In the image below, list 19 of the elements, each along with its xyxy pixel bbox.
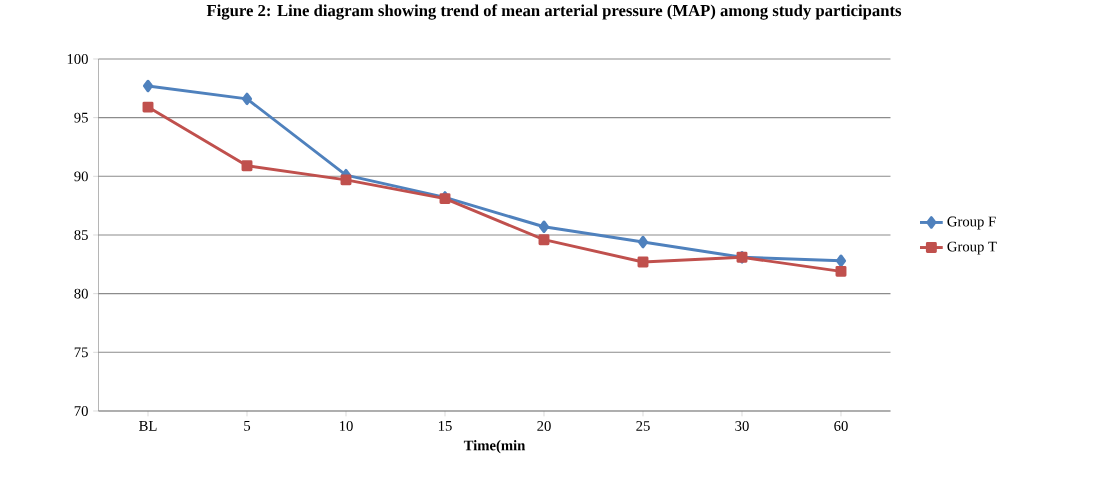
x-tick-label: 60: [834, 421, 848, 431]
x-tick-label: 20: [537, 421, 551, 431]
x-axis-title: Time(min: [463, 440, 526, 454]
legend-label: Group T: [947, 241, 997, 255]
y-tick-label: 90: [74, 171, 88, 182]
y-tick-label: 85: [74, 230, 88, 240]
y-tick-label: 75: [74, 347, 88, 358]
x-tick-label: 30: [735, 421, 749, 431]
x-tick-label: 15: [438, 421, 452, 431]
y-tick-label: 70: [74, 406, 88, 416]
legend-label: Group F: [947, 216, 996, 230]
y-tick-label: 80: [74, 288, 88, 299]
chart-title: Figure 2: Line diagram showing trend of mean arterial pressure (MAP) among study participants: [206, 4, 902, 20]
x-tick-label: 10: [339, 421, 353, 431]
x-tick-label: 25: [636, 421, 650, 431]
x-tick-label: BL: [139, 421, 157, 431]
y-tick-label: 100: [67, 54, 88, 64]
x-tick-label: 5: [244, 421, 251, 431]
y-tick-label: 95: [74, 112, 88, 123]
